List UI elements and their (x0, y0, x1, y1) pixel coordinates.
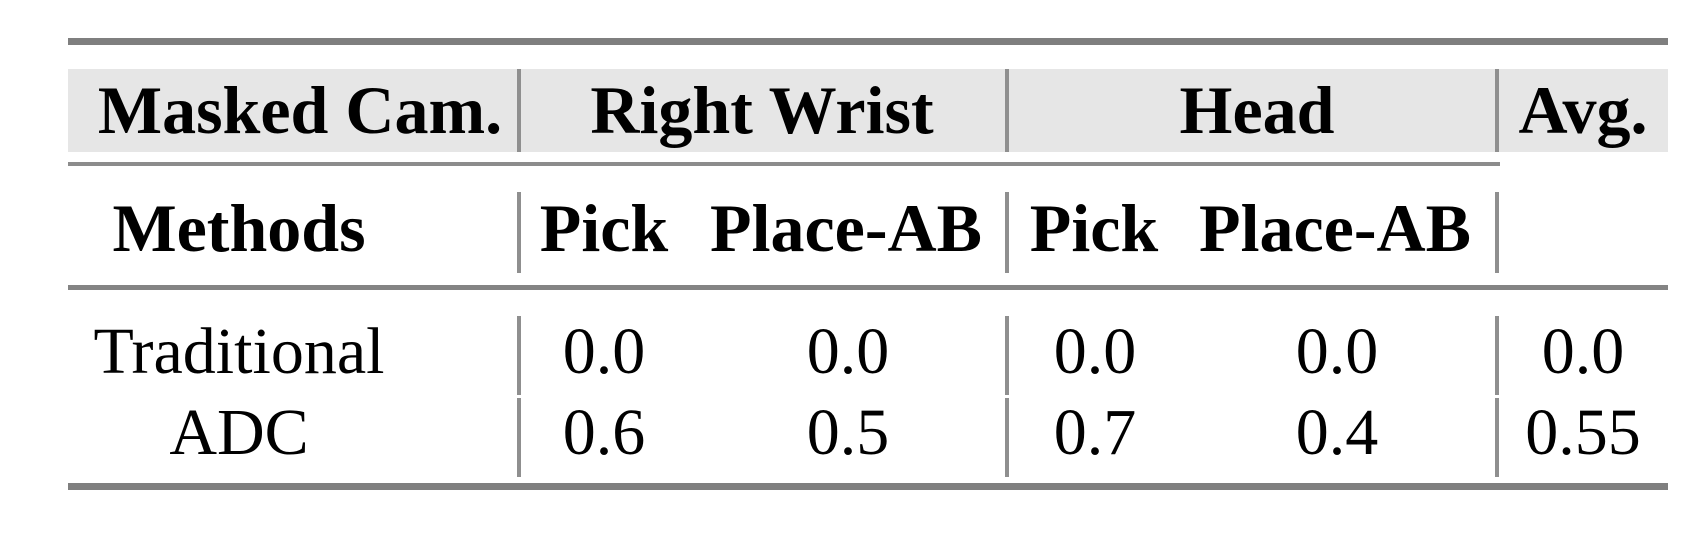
subheader-right-wrist-place-ab: Place-AB (710, 190, 982, 266)
mid-rule (68, 285, 1668, 290)
cell-adc-head-pick: 0.7 (1053, 396, 1137, 469)
column-separator (1495, 398, 1499, 477)
cell-traditional-head-pick: 0.0 (1053, 315, 1137, 388)
cell-traditional-rw-place-ab: 0.0 (806, 315, 890, 388)
row-adc-method: ADC (169, 396, 309, 469)
cell-adc-rw-place-ab: 0.5 (806, 396, 890, 469)
cell-adc-head-place-ab: 0.4 (1295, 396, 1379, 469)
cell-adc-avg: 0.55 (1525, 396, 1641, 469)
column-separator (1495, 192, 1499, 273)
cell-traditional-rw-pick: 0.0 (562, 315, 646, 388)
cell-adc-rw-pick: 0.6 (562, 396, 646, 469)
subheader-head-pick: Pick (1029, 190, 1159, 266)
column-separator (517, 316, 521, 395)
column-separator (1495, 316, 1499, 395)
column-separator (1495, 69, 1499, 152)
subheader-right-wrist-pick: Pick (539, 190, 669, 266)
header-right-wrist: Right Wrist (590, 72, 934, 148)
column-separator (517, 192, 521, 273)
column-separator (1005, 192, 1009, 273)
top-rule (68, 38, 1668, 45)
header-masked-cam: Masked Cam. (97, 72, 503, 148)
cell-traditional-avg: 0.0 (1541, 315, 1625, 388)
header-band (68, 69, 1668, 152)
column-separator (517, 69, 521, 152)
column-separator (517, 398, 521, 477)
column-separator (1005, 316, 1009, 395)
bottom-rule (68, 483, 1668, 490)
column-separator (1005, 398, 1009, 477)
header-avg: Avg. (1518, 72, 1648, 148)
subheader-rule (68, 162, 1500, 166)
subheader-methods: Methods (112, 190, 366, 266)
row-traditional-method: Traditional (93, 315, 385, 388)
column-separator (1005, 69, 1009, 152)
cell-traditional-head-place-ab: 0.0 (1295, 315, 1379, 388)
header-head: Head (1179, 72, 1335, 148)
subheader-head-place-ab: Place-AB (1199, 190, 1471, 266)
